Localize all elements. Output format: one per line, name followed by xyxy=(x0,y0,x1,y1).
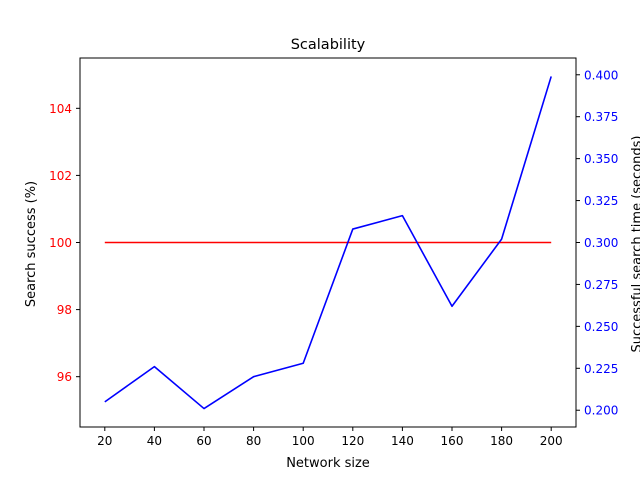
x-tick-label: 180 xyxy=(490,434,513,448)
x-tick-label: 80 xyxy=(246,434,261,448)
x-tick-label: 120 xyxy=(341,434,364,448)
x-tick-label: 60 xyxy=(196,434,211,448)
x-tick-label: 200 xyxy=(540,434,563,448)
y-right-tick-label: 0.225 xyxy=(584,362,618,376)
y-right-tick-label: 0.250 xyxy=(584,320,618,334)
y-axis-right-label: Successful search time (seconds) xyxy=(630,136,640,353)
search-time-line xyxy=(104,76,552,410)
x-tick-label: 20 xyxy=(97,434,112,448)
y-left-tick-label: 100 xyxy=(49,236,72,250)
y-right-tick-label: 0.375 xyxy=(584,110,618,124)
y-axis-left-label: Search success (%) xyxy=(24,181,39,307)
x-tick-label: 40 xyxy=(147,434,162,448)
x-tick-label: 140 xyxy=(391,434,414,448)
y-right-tick-label: 0.350 xyxy=(584,152,618,166)
chart-title: Scalability xyxy=(291,37,366,53)
x-tick-label: 100 xyxy=(292,434,315,448)
y-left-tick-label: 98 xyxy=(57,303,72,317)
y-right-tick-label: 0.325 xyxy=(584,194,618,208)
y-left-tick-label: 104 xyxy=(49,102,72,116)
y-right-tick-label: 0.400 xyxy=(584,68,618,82)
y-right-tick-label: 0.275 xyxy=(584,278,618,292)
y-left-tick-label: 96 xyxy=(57,370,72,384)
x-axis-label: Network size xyxy=(286,456,370,471)
x-tick-label: 160 xyxy=(441,434,464,448)
y-right-tick-label: 0.300 xyxy=(584,236,618,250)
y-left-tick-label: 102 xyxy=(49,169,72,183)
y-right-tick-label: 0.200 xyxy=(584,404,618,418)
